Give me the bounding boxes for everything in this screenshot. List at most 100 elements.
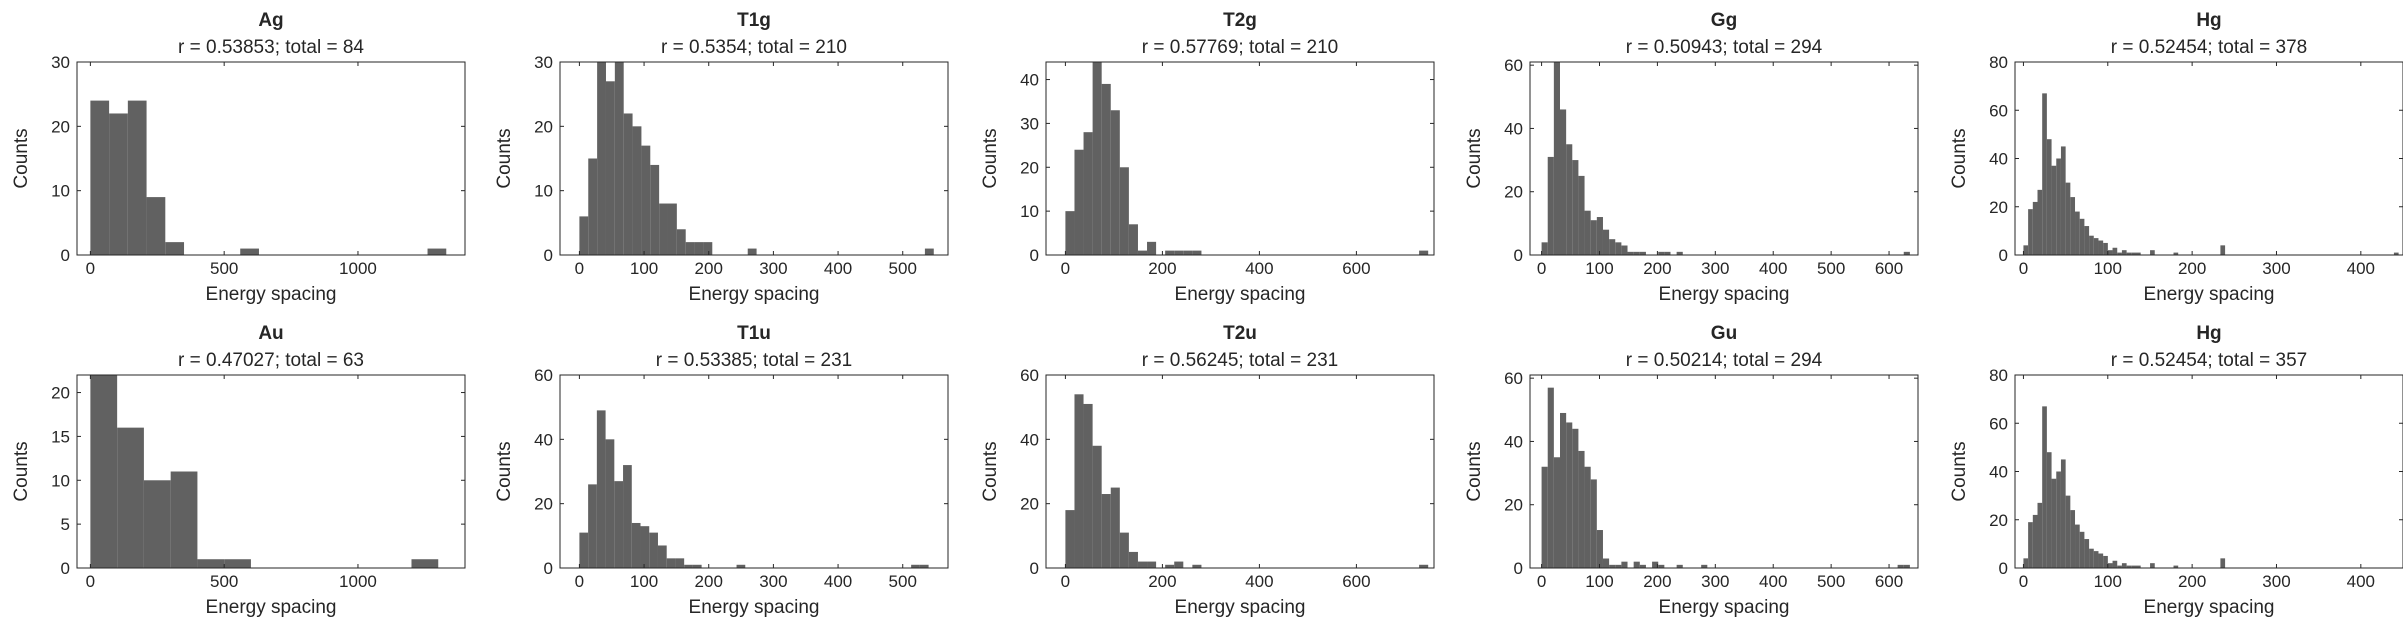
x-axis-label: Energy spacing <box>1659 597 1790 618</box>
histogram-bar <box>2084 539 2090 568</box>
histogram-bar <box>2117 252 2122 255</box>
histogram-panel-0: 0 500 1000 0 10 20 30 Ag r = 0.53853; total = 84… <box>11 10 466 305</box>
x-tick-label: 400 <box>2347 572 2375 591</box>
histogram-panel-4: 0 100 200 300 400 0 20 40 60 80 Hg r = 0.52454; tot… <box>1949 10 2403 305</box>
histogram-bar <box>1419 564 1429 568</box>
histogram-bar <box>2117 565 2122 568</box>
panel-subtitle: r = 0.53385; total = 231 <box>656 350 853 371</box>
x-axis-label: Energy spacing <box>206 284 337 305</box>
x-tick-label: 0 <box>575 259 584 278</box>
panel-subtitle: r = 0.56245; total = 231 <box>1142 350 1339 371</box>
y-tick-label: 10 <box>534 182 553 201</box>
axes-box <box>76 61 466 256</box>
histogram-bar <box>736 564 746 568</box>
x-tick-label: 0 <box>86 572 95 591</box>
histogram-bar <box>2065 182 2071 256</box>
histogram-bar <box>146 197 166 255</box>
y-tick-label: 20 <box>1989 198 2008 217</box>
axes-box <box>1045 374 1435 569</box>
histogram-bar <box>1101 83 1111 256</box>
axes-box <box>559 61 949 256</box>
histogram-bar <box>1147 241 1157 255</box>
histogram-bar <box>1584 466 1591 568</box>
histogram-bar <box>2070 197 2076 255</box>
y-tick-label: 0 <box>1999 559 2008 578</box>
y-tick-label: 60 <box>1020 366 1039 385</box>
histogram-bar <box>1083 132 1093 255</box>
histogram-bar <box>2131 252 2136 255</box>
y-axis-label: Counts <box>1464 441 1485 501</box>
y-tick-label: 60 <box>534 366 553 385</box>
x-axis-label: Energy spacing <box>2144 597 2275 618</box>
x-tick-label: 300 <box>2262 259 2290 278</box>
histogram-bar <box>1541 466 1548 568</box>
histogram-bar <box>632 126 642 255</box>
axes-box <box>1529 374 1919 569</box>
histogram-bar <box>1615 242 1622 255</box>
y-tick-label: 20 <box>51 384 70 403</box>
y-tick-label: 0 <box>1514 246 1523 265</box>
histogram-bar <box>427 248 447 255</box>
histogram-bar <box>2023 558 2029 568</box>
histogram-bar <box>2089 548 2094 568</box>
panel-subtitle: r = 0.5354; total = 210 <box>661 37 847 58</box>
x-tick-label: 200 <box>695 259 723 278</box>
histogram-bar <box>2028 209 2033 255</box>
x-tick-label: 300 <box>1701 259 1729 278</box>
histogram-bar <box>2103 242 2108 255</box>
histogram-bar <box>649 532 658 568</box>
x-axis-label: Energy spacing <box>1175 284 1306 305</box>
histogram-bar <box>1572 160 1579 255</box>
histogram-bar <box>1633 251 1640 255</box>
histogram-bar <box>2089 235 2094 255</box>
y-tick-label: 80 <box>1989 366 2008 385</box>
histogram-bar <box>2032 201 2038 255</box>
histogram-bar <box>1572 428 1579 568</box>
histogram-bar <box>1137 250 1148 255</box>
histogram-bar <box>631 522 641 568</box>
histogram-bar <box>2093 551 2099 568</box>
histogram-bar <box>666 558 676 568</box>
histogram-bar <box>411 559 439 568</box>
histogram-bar <box>170 471 198 568</box>
histogram-bar <box>657 545 667 568</box>
panel-title: Ag <box>258 10 283 31</box>
histogram-bar <box>1897 564 1904 568</box>
y-axis-label: Counts <box>11 128 32 188</box>
histogram-bar <box>2112 247 2118 255</box>
y-tick-label: 10 <box>51 471 70 490</box>
histogram-bar <box>1092 445 1102 568</box>
histogram-bar <box>1566 144 1573 255</box>
x-tick-label: 200 <box>1643 572 1671 591</box>
y-tick-label: 30 <box>51 53 70 72</box>
y-tick-label: 0 <box>1030 559 1039 578</box>
histogram-bar <box>650 164 660 255</box>
panel-subtitle: r = 0.47027; total = 63 <box>178 350 364 371</box>
histogram-bar <box>596 410 606 568</box>
y-tick-label: 20 <box>1020 158 1039 177</box>
histogram-bar <box>588 158 598 255</box>
histogram-bar <box>659 203 668 255</box>
histogram-bar <box>1110 487 1120 568</box>
y-axis-label: Counts <box>494 128 515 188</box>
histogram-bar <box>1165 250 1175 255</box>
panel-title: T1u <box>737 323 771 344</box>
histogram-bar <box>2056 158 2061 255</box>
x-tick-label: 300 <box>759 259 787 278</box>
histogram-bar <box>588 484 597 568</box>
y-tick-label: 30 <box>1020 114 1039 133</box>
panel-title: Gu <box>1711 323 1737 344</box>
y-tick-label: 0 <box>544 559 553 578</box>
y-tick-label: 40 <box>1989 463 2008 482</box>
y-tick-label: 60 <box>1504 56 1523 75</box>
histogram-panel-5: 0 500 1000 0 5 10 15 20 Au r = 0.47027; total = 6… <box>11 323 466 618</box>
histogram-bar <box>1639 564 1646 568</box>
x-tick-label: 100 <box>1585 259 1613 278</box>
histogram-bar <box>1128 224 1138 255</box>
y-tick-label: 20 <box>1504 183 1523 202</box>
x-tick-label: 0 <box>2019 259 2028 278</box>
histogram-bar <box>924 248 934 255</box>
histogram-bar <box>197 559 225 568</box>
histogram-bar <box>641 145 651 255</box>
y-tick-label: 40 <box>1504 119 1523 138</box>
